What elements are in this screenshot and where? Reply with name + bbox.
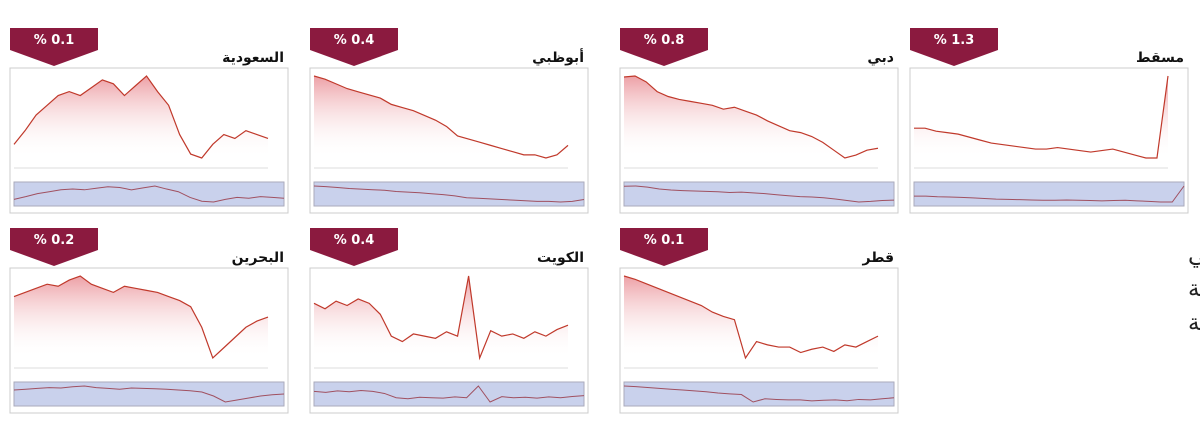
market-name: البحرين	[232, 250, 284, 266]
line	[13, 75, 269, 159]
line	[313, 275, 569, 361]
line	[914, 75, 1169, 159]
change-label: % 0.1	[644, 233, 685, 248]
navigator	[313, 181, 585, 207]
market-name: الكويت	[537, 250, 584, 266]
line	[313, 75, 569, 159]
change-flag	[620, 228, 708, 266]
area	[624, 76, 878, 158]
change-flag	[310, 228, 398, 266]
area	[624, 276, 878, 358]
change-label: % 0.1	[34, 33, 75, 48]
area	[314, 276, 568, 358]
area	[914, 76, 1168, 158]
navigator	[913, 181, 1185, 207]
navigator-line	[623, 385, 895, 403]
summary-line: 1.7 مليار درهم إجمالي	[1188, 242, 1200, 268]
navigator	[623, 181, 895, 207]
navigator-line	[13, 385, 285, 403]
summary-line: عبر 42.1 ألف صفقة	[1188, 307, 1200, 336]
change-label: % 0.4	[334, 33, 375, 48]
market-name: السعودية	[222, 50, 284, 66]
area	[14, 76, 268, 158]
change-label: % 0.8	[644, 33, 685, 48]
summary-line: تداولات الأسواق المحلية	[1188, 274, 1200, 302]
market-name: أبوظبي	[532, 48, 584, 66]
change-flag	[310, 28, 398, 66]
navigator	[313, 381, 585, 407]
change-flag	[910, 28, 998, 66]
change-flag	[10, 228, 98, 266]
change-label: % 0.2	[34, 233, 75, 248]
line	[623, 75, 879, 159]
change-label: % 0.4	[334, 233, 375, 248]
navigator-line	[13, 185, 285, 203]
market-name: قطر	[861, 250, 894, 266]
area	[314, 76, 568, 158]
market-name: دبي	[867, 50, 894, 66]
change-flag	[620, 28, 708, 66]
navigator	[623, 381, 895, 407]
area	[14, 276, 268, 358]
line	[623, 275, 879, 360]
navigator-line	[914, 185, 1185, 203]
navigator-line	[313, 185, 585, 203]
change-label: % 1.3	[934, 33, 975, 48]
navigator	[13, 381, 285, 407]
line	[13, 275, 269, 360]
navigator-line	[313, 385, 585, 403]
market-name: مسقط	[1136, 50, 1184, 66]
navigator	[13, 181, 285, 207]
navigator-line	[623, 185, 895, 203]
change-flag	[10, 28, 98, 66]
